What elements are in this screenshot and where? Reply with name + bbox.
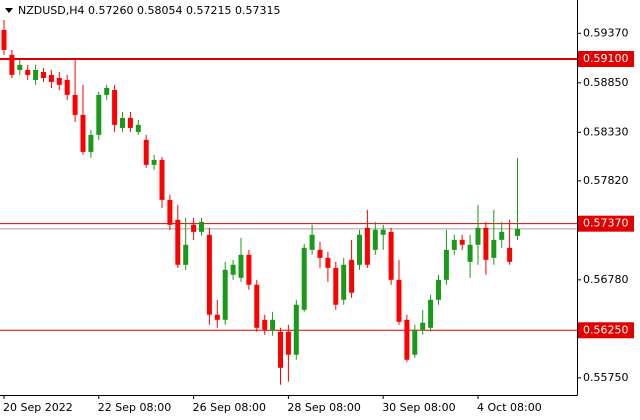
menu-arrow[interactable] [5, 8, 13, 13]
x-tick-label: 4 Oct 08:00 [477, 401, 542, 414]
candle-body [230, 264, 236, 275]
candle-body [285, 331, 291, 355]
candle-body [475, 227, 481, 245]
candle-body [270, 319, 276, 330]
candle-body [459, 239, 465, 245]
candle-body [72, 94, 78, 115]
candle-body [206, 234, 212, 315]
x-tick-label: 30 Sep 08:00 [382, 401, 455, 414]
candle-body [467, 244, 473, 262]
candle-body [372, 229, 378, 250]
candle-body [293, 304, 299, 355]
candle-body [380, 229, 386, 235]
candle-body [167, 199, 173, 225]
candle-body [183, 244, 189, 265]
candle-body [262, 319, 268, 330]
candle-body [246, 254, 252, 285]
x-tick-label: 20 Sep 2022 [3, 401, 73, 414]
candle-body [159, 159, 165, 200]
candle-body [507, 247, 513, 262]
level-label: 0.56250 [583, 323, 629, 336]
x-tick-label: 26 Sep 08:00 [193, 401, 266, 414]
candle-body [412, 329, 418, 355]
x-tick-label: 28 Sep 08:00 [287, 401, 360, 414]
y-tick-label: 0.57820 [583, 174, 629, 187]
candle-body [396, 279, 402, 322]
candle-body [443, 249, 449, 280]
candle-body [254, 284, 260, 328]
candle-body [349, 259, 355, 293]
candle-body [9, 54, 15, 75]
candle-body [309, 234, 315, 250]
candle-body [317, 249, 323, 258]
candle-body [48, 74, 54, 82]
level-label: 0.57370 [583, 217, 629, 230]
candle-body [325, 257, 331, 268]
level-label-box [578, 51, 634, 68]
candle-body [88, 134, 94, 152]
level-label-box [578, 215, 634, 232]
candle-body [120, 117, 125, 128]
chart-title: NZDUSD,H4 0.57260 0.58054 0.57215 0.5731… [18, 4, 280, 17]
candle-body [135, 124, 141, 132]
candle-body [499, 231, 505, 240]
candle-body [515, 228, 520, 236]
candle-body [491, 239, 497, 258]
candle-body [436, 279, 441, 300]
candle-body [451, 239, 457, 250]
candle-body [96, 94, 102, 135]
candle-body [175, 219, 181, 265]
candle-body [222, 269, 228, 320]
candle-body [278, 331, 283, 368]
candle-body [214, 314, 220, 320]
candle-body [388, 231, 394, 280]
candle-body [1, 29, 7, 50]
candle-body [238, 254, 244, 278]
candle-body [80, 114, 86, 152]
candle-body [104, 87, 110, 95]
candle-body [404, 319, 410, 360]
candle-body [199, 221, 204, 232]
candle-body [420, 322, 426, 330]
candle-body [143, 139, 149, 165]
candle-body [364, 227, 370, 265]
candle-body [33, 69, 39, 80]
candle-body [428, 299, 434, 328]
candle-body [357, 234, 362, 265]
level-label: 0.59100 [583, 52, 629, 65]
level-label-box [578, 322, 634, 339]
y-tick-label: 0.58850 [583, 76, 629, 89]
x-tick-label: 22 Sep 08:00 [98, 401, 171, 414]
candle-body [112, 89, 118, 125]
candle-body [56, 77, 62, 85]
candle-body [483, 227, 489, 260]
candle-body [64, 79, 70, 95]
candle-body [25, 69, 31, 75]
y-tick-label: 0.58330 [583, 125, 629, 138]
candle-body [301, 247, 307, 310]
candle-body [17, 64, 23, 70]
y-tick-label: 0.56780 [583, 273, 629, 286]
candle-body [341, 264, 347, 300]
candle-body [333, 267, 339, 305]
candle-body [127, 117, 133, 128]
candle-body [151, 159, 157, 165]
candle-body [191, 224, 197, 232]
y-tick-label: 0.59370 [583, 26, 629, 39]
candle-body [41, 71, 46, 78]
y-tick-label: 0.55750 [583, 371, 629, 384]
